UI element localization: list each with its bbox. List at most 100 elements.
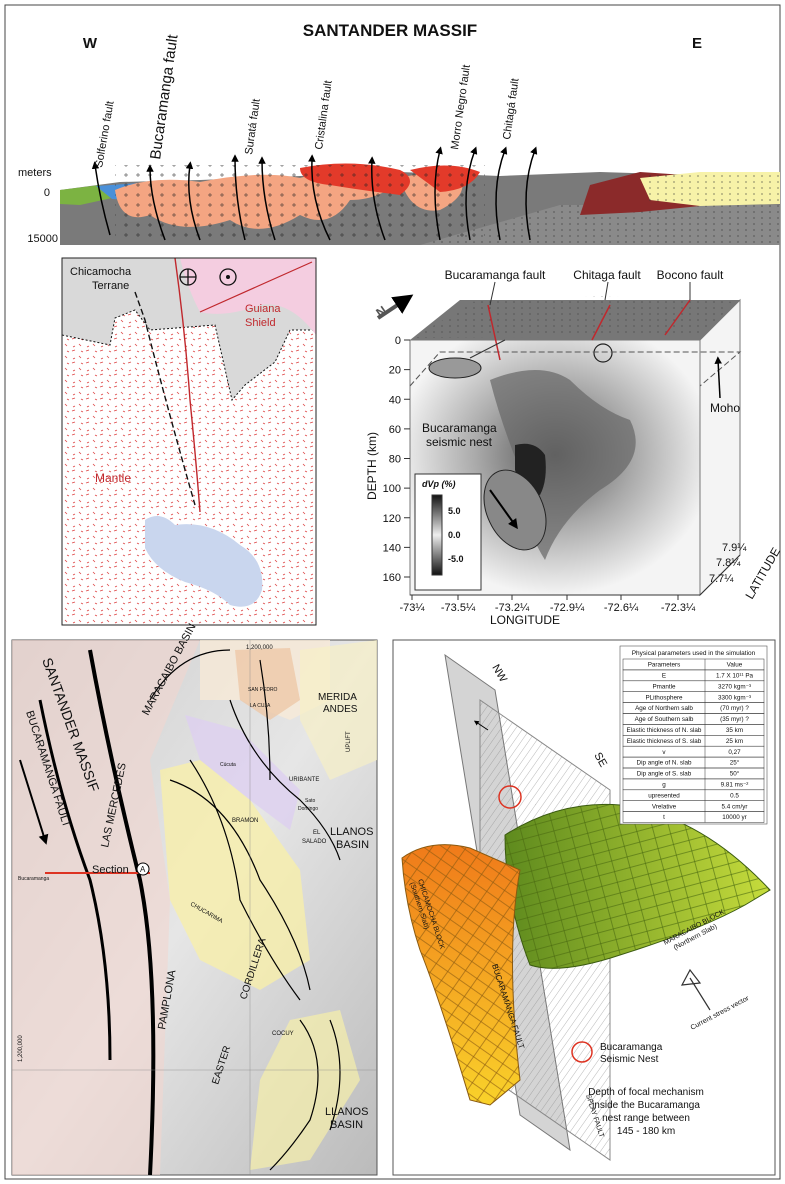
path <box>229 699 341 861</box>
fault-lines <box>91 146 538 241</box>
path <box>231 154 246 241</box>
plane-arrow <box>473 720 489 731</box>
path <box>329 1019 341 1131</box>
depth-tick: 15000 <box>27 233 58 245</box>
table-cell: Age of Southern salb <box>635 716 694 723</box>
table-cell: 25 km <box>726 738 743 745</box>
west-label: W <box>83 35 98 52</box>
nest-circle <box>498 785 522 809</box>
note-line: 145 - 180 km <box>617 1126 675 1137</box>
uplift-zone <box>235 648 300 720</box>
map-label: Section <box>92 864 129 876</box>
note-line: Depth of focal mechanism <box>588 1087 704 1098</box>
legend-tick: 5.0 <box>448 506 461 516</box>
map-label: UPLIFT <box>346 731 352 752</box>
depth-tick-label: 140 <box>383 542 401 554</box>
legend-box <box>414 473 482 591</box>
map-label: BRAMON <box>232 818 258 824</box>
page-border <box>4 4 781 1180</box>
moho-label: Moho <box>710 401 740 415</box>
longitude-tick-label: -72.9¼ <box>550 602 585 614</box>
fault-label: Bucaramanga fault <box>445 268 546 282</box>
depth-tick-label: 60 <box>389 424 401 436</box>
lavender-zone <box>185 715 300 830</box>
upper-circle <box>593 343 613 363</box>
red-fault <box>174 257 201 513</box>
path <box>308 154 331 241</box>
map-label: Sato <box>305 798 316 804</box>
yellow-zone <box>160 760 310 990</box>
out-page <box>219 268 237 286</box>
mantle-sketch: Chicamocha Terrane Guiana Shield Mantle <box>61 257 317 626</box>
table-cell: upresented <box>648 792 680 799</box>
map-label: COCUY <box>272 1031 294 1037</box>
north-label: N <box>373 303 389 321</box>
depth-tick-label: 40 <box>389 394 401 406</box>
longitude-tick-label: -73¼ <box>399 602 425 614</box>
cross-section: SANTANDER MASSIF W E meters 0 15000 Solf… <box>18 21 780 245</box>
table-cell: Dip angle of N. slab <box>637 760 692 767</box>
table-cell: g <box>662 782 666 789</box>
shield-label: Guiana <box>245 303 281 315</box>
longitude-tick-label: -72.3¼ <box>661 602 696 614</box>
nest-legend-circle <box>571 1041 593 1063</box>
table-cell: (70 myr) ? <box>720 705 749 712</box>
depth-tick-label: 80 <box>389 454 401 466</box>
map-label: SAN PEDRO <box>248 687 278 693</box>
table-cell: 25° <box>730 759 740 767</box>
note-line: nest range between <box>602 1113 690 1124</box>
depth-tick-label: 0 <box>395 335 401 347</box>
upper-ellipse <box>428 357 482 379</box>
latitude-tick-label: 7.8¼ <box>716 557 741 569</box>
fault-label: Morro Negro fault <box>449 64 473 150</box>
table-cell: t <box>663 814 665 821</box>
table-cell: 50° <box>730 770 740 778</box>
nest-ellipse <box>483 469 547 551</box>
map-label: BASIN <box>336 839 369 851</box>
table-cell: 0.5 <box>730 792 739 799</box>
longitude-tick-label: -72.6¼ <box>604 602 639 614</box>
terrane-label: Chicamocha <box>70 266 132 278</box>
latitude-tick-label: 7.9¼ <box>722 542 747 554</box>
major-faults <box>19 649 341 1176</box>
legend-tick: -5.0 <box>448 554 464 564</box>
path <box>269 1019 319 1171</box>
table-cell: E <box>662 673 666 680</box>
shield-label: Shield <box>245 317 276 329</box>
sketch-frame <box>61 257 317 626</box>
table-cell: v <box>662 749 666 756</box>
path <box>169 779 311 991</box>
table-cell: 0,27 <box>728 749 741 756</box>
longitude-tick-label: -73.2¼ <box>495 602 530 614</box>
path <box>465 146 478 241</box>
table-cell: Value <box>727 662 743 669</box>
nest-legend-label: Bucaramanga <box>600 1042 663 1053</box>
path <box>88 649 156 1176</box>
fault-trace <box>591 304 611 341</box>
path <box>258 156 276 241</box>
map-label: LLANOS <box>325 1106 368 1118</box>
fault-trace <box>664 299 691 336</box>
map-label: LLANOS <box>330 826 373 838</box>
legend-tick: 0.0 <box>448 530 461 540</box>
depth-tick-label: 160 <box>383 572 401 584</box>
map-label: EL <box>313 830 321 836</box>
longitude-tick-label: -73.5¼ <box>441 602 476 614</box>
table-cell: Vrelative <box>652 803 677 810</box>
map-label: MERIDA <box>318 692 357 703</box>
topo-relief <box>415 296 735 338</box>
map-label: Domingo <box>298 806 318 812</box>
latitude-axis-label: LATITUDE <box>742 545 783 601</box>
table-row <box>622 811 765 823</box>
fault-label: Cristalina fault <box>313 80 335 151</box>
terrane-label: Terrane <box>92 280 129 292</box>
map-label: SALADO <box>302 839 327 845</box>
nest-label: Bucaramanga <box>422 421 497 435</box>
intrusive-plus <box>115 165 485 240</box>
fault-label: Bocono fault <box>657 268 724 282</box>
map-label: A <box>140 865 146 874</box>
path <box>19 759 49 845</box>
fault-trace <box>487 304 501 361</box>
map-label: URIBANTE <box>289 777 319 783</box>
path <box>185 161 201 241</box>
